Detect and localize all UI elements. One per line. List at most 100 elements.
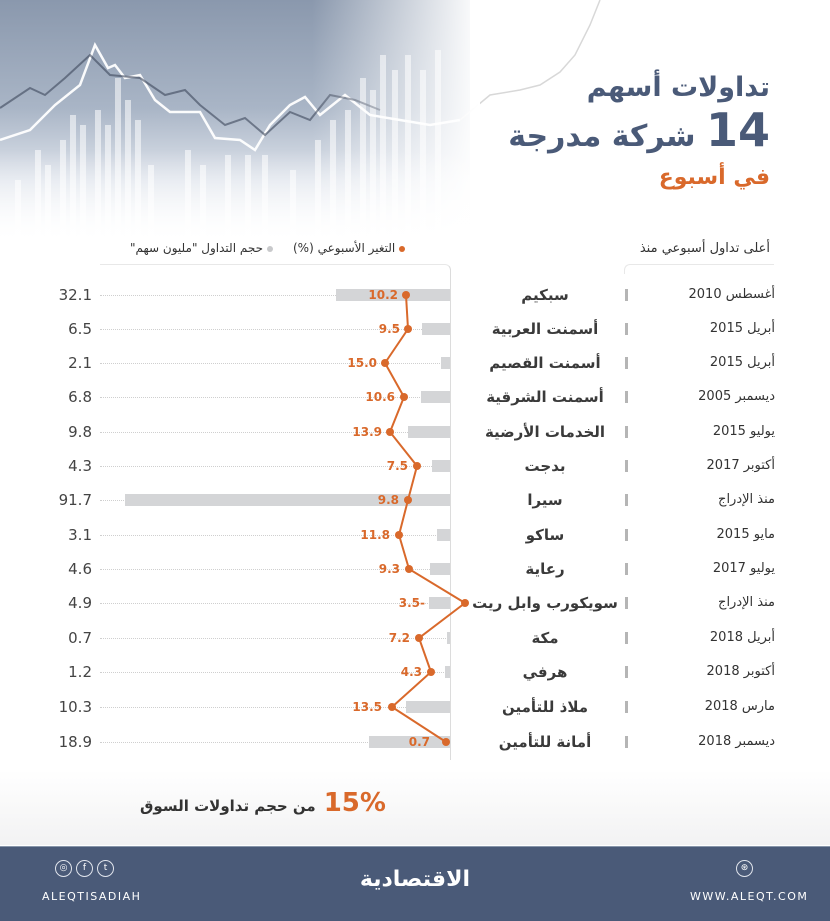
chart-legend: التغير الأسبوعي (%) حجم التداول "مليون س…: [130, 241, 406, 255]
since-date: منذ الإدراج: [718, 595, 775, 610]
company-name: سيرا: [527, 491, 563, 509]
change-label: 4.3: [400, 665, 422, 679]
volume-bar: [437, 529, 450, 541]
volume-bar: [336, 289, 450, 301]
company-name: أسمنت القصيم: [489, 354, 601, 372]
since-column-header: أعلى تداول أسبوعي منذ: [639, 241, 770, 256]
volume-bar: [445, 666, 450, 678]
company-name: أسمنت العربية: [491, 320, 599, 338]
table-row: 4.3 7.5 بدجت أكتوبر 2017: [0, 456, 830, 476]
company-name: ساكو: [525, 526, 565, 544]
change-label: 3.5-: [398, 596, 425, 610]
table-row: 9.8 13.9 الخدمات الأرضية يوليو 2015: [0, 422, 830, 442]
company-name: هرفي: [522, 663, 568, 681]
volume-bar: [422, 323, 450, 335]
table-row: 10.3 13.5 ملاذ للتأمين مارس 2018: [0, 697, 830, 717]
market-share-summary: 15% من حجم تداولات السوق: [140, 788, 386, 818]
hero-banner: [0, 0, 830, 250]
since-date: أكتوبر 2017: [706, 458, 775, 473]
volume-bar: [408, 426, 450, 438]
since-date: مايو 2015: [716, 527, 775, 542]
volume-value: 9.8: [68, 423, 92, 441]
change-label: 10.2: [368, 288, 398, 302]
volume-value: 6.5: [68, 320, 92, 338]
table-row: 4.6 9.3 رعاية يوليو 2017: [0, 559, 830, 579]
table-row: 91.7 9.8 سيرا منذ الإدراج: [0, 490, 830, 510]
change-label: 15.0: [347, 356, 377, 370]
orange-dot-icon: [399, 245, 406, 252]
volume-bar: [125, 494, 450, 506]
company-name: أسمنت الشرقية: [486, 388, 604, 406]
since-date: أبريل 2018: [709, 630, 775, 645]
company-count: 14: [705, 103, 770, 157]
volume-bar: [441, 357, 450, 369]
change-label: 7.2: [388, 631, 410, 645]
change-label: 13.5: [352, 700, 382, 714]
since-date: أكتوبر 2018: [706, 664, 775, 679]
legend-weekly-change: التغير الأسبوعي (%): [293, 241, 406, 255]
company-name: أمانة للتأمين: [498, 733, 592, 751]
change-label: 7.5: [386, 459, 408, 473]
change-label: 9.3: [378, 562, 400, 576]
chart-frame: [100, 264, 451, 760]
change-label: 9.8: [377, 493, 399, 507]
volume-value: 18.9: [58, 733, 92, 751]
volume-value: 4.3: [68, 457, 92, 475]
legend-volume: حجم التداول "مليون سهم": [130, 241, 273, 255]
volume-bar: [421, 391, 450, 403]
volume-bar: [430, 563, 450, 575]
title-line1: تداولات أسهم: [586, 72, 770, 103]
table-row: 1.2 4.3 هرفي أكتوبر 2018: [0, 662, 830, 682]
since-date: يوليو 2015: [712, 424, 775, 439]
change-label: 9.5: [378, 322, 400, 336]
company-name: سويكورب وابل ريت: [472, 594, 618, 612]
change-label: 13.9: [352, 425, 382, 439]
volume-bar: [406, 701, 450, 713]
social-icons: ◎ f t: [55, 860, 114, 877]
brand-logo: الاقتصادية: [359, 867, 470, 892]
title-line2: 14 شركة مدرجة: [508, 106, 770, 161]
volume-value: 32.1: [58, 286, 92, 304]
volume-value: 1.2: [68, 663, 92, 681]
change-label: 11.8: [360, 528, 390, 542]
volume-value: 91.7: [58, 491, 92, 509]
table-row: 18.9 0.7 أمانة للتأمين ديسمبر 2018: [0, 732, 830, 752]
market-share-text: من حجم تداولات السوق: [140, 797, 316, 815]
since-date: أبريل 2015: [709, 355, 775, 370]
market-share-value: 15%: [323, 788, 386, 818]
since-date: ديسمبر 2018: [698, 734, 775, 749]
volume-value: 2.1: [68, 354, 92, 372]
table-row: 2.1 15.0 أسمنت القصيم أبريل 2015: [0, 353, 830, 373]
volume-value: 4.9: [68, 594, 92, 612]
title-line3: في أسبوع: [658, 165, 770, 190]
volume-value: 6.8: [68, 388, 92, 406]
company-name: سبكيم: [521, 286, 569, 304]
table-row: 0.7 7.2 مكة أبريل 2018: [0, 628, 830, 648]
website-link[interactable]: WWW.ALEQT.COM: [690, 890, 809, 903]
company-name: مكة: [531, 629, 559, 647]
table-row: 6.8 10.6 أسمنت الشرقية ديسمبر 2005: [0, 387, 830, 407]
change-label: 0.7: [408, 735, 430, 749]
globe-icon: ⊛: [736, 860, 753, 877]
since-date: أبريل 2015: [709, 321, 775, 336]
facebook-icon[interactable]: f: [76, 860, 93, 877]
volume-value: 4.6: [68, 560, 92, 578]
change-label: 10.6: [365, 390, 395, 404]
volume-value: 10.3: [58, 698, 92, 716]
table-row: 32.1 10.2 سبكيم أغسطس 2010: [0, 285, 830, 305]
volume-bar: [429, 597, 450, 609]
social-handle[interactable]: ALEQTISADIAH: [42, 890, 142, 903]
since-date: منذ الإدراج: [718, 492, 775, 507]
volume-value: 0.7: [68, 629, 92, 647]
volume-bar: [432, 460, 450, 472]
instagram-icon[interactable]: ◎: [55, 860, 72, 877]
company-name: رعاية: [525, 560, 565, 578]
since-column-frame: [624, 264, 774, 274]
twitter-icon[interactable]: t: [97, 860, 114, 877]
footer: ◎ f t ALEQTISADIAH الاقتصادية ⊛ WWW.ALEQ…: [0, 846, 830, 921]
since-date: يوليو 2017: [712, 561, 775, 576]
since-date: مارس 2018: [704, 699, 775, 714]
company-name: الخدمات الأرضية: [484, 423, 606, 441]
